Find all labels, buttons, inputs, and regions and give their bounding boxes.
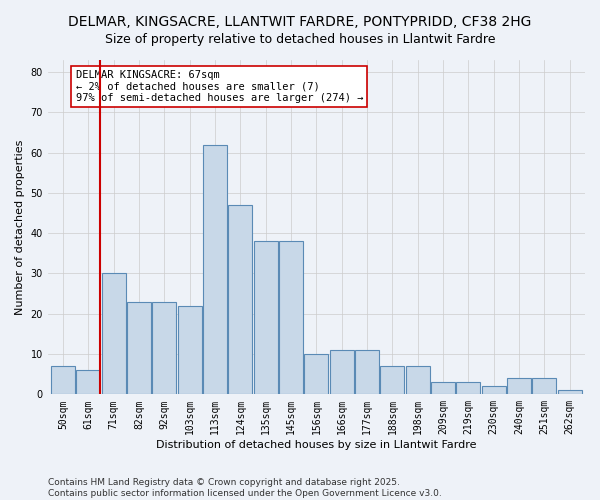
Bar [406, 366, 430, 394]
Text: Size of property relative to detached houses in Llantwit Fardre: Size of property relative to detached ho… [105, 32, 495, 46]
Text: DELMAR, KINGSACRE, LLANTWIT FARDRE, PONTYPRIDD, CF38 2HG: DELMAR, KINGSACRE, LLANTWIT FARDRE, PONT… [68, 15, 532, 29]
X-axis label: Distribution of detached houses by size in Llantwit Fardre: Distribution of detached houses by size … [156, 440, 476, 450]
Text: DELMAR KINGSACRE: 67sqm
← 2% of detached houses are smaller (7)
97% of semi-deta: DELMAR KINGSACRE: 67sqm ← 2% of detached… [76, 70, 363, 103]
Bar [51, 366, 75, 394]
Bar [532, 378, 556, 394]
Bar [152, 302, 176, 394]
Bar [229, 205, 253, 394]
Bar [76, 370, 100, 394]
Bar [431, 382, 455, 394]
Bar [178, 306, 202, 394]
Bar [127, 302, 151, 394]
Bar [558, 390, 582, 394]
Bar [304, 354, 328, 395]
Y-axis label: Number of detached properties: Number of detached properties [15, 140, 25, 315]
Bar [254, 242, 278, 394]
Bar [507, 378, 531, 394]
Text: Contains HM Land Registry data © Crown copyright and database right 2025.
Contai: Contains HM Land Registry data © Crown c… [48, 478, 442, 498]
Bar [482, 386, 506, 394]
Bar [101, 274, 126, 394]
Bar [329, 350, 354, 395]
Bar [203, 144, 227, 394]
Bar [457, 382, 481, 394]
Bar [380, 366, 404, 394]
Bar [355, 350, 379, 395]
Bar [279, 242, 303, 394]
